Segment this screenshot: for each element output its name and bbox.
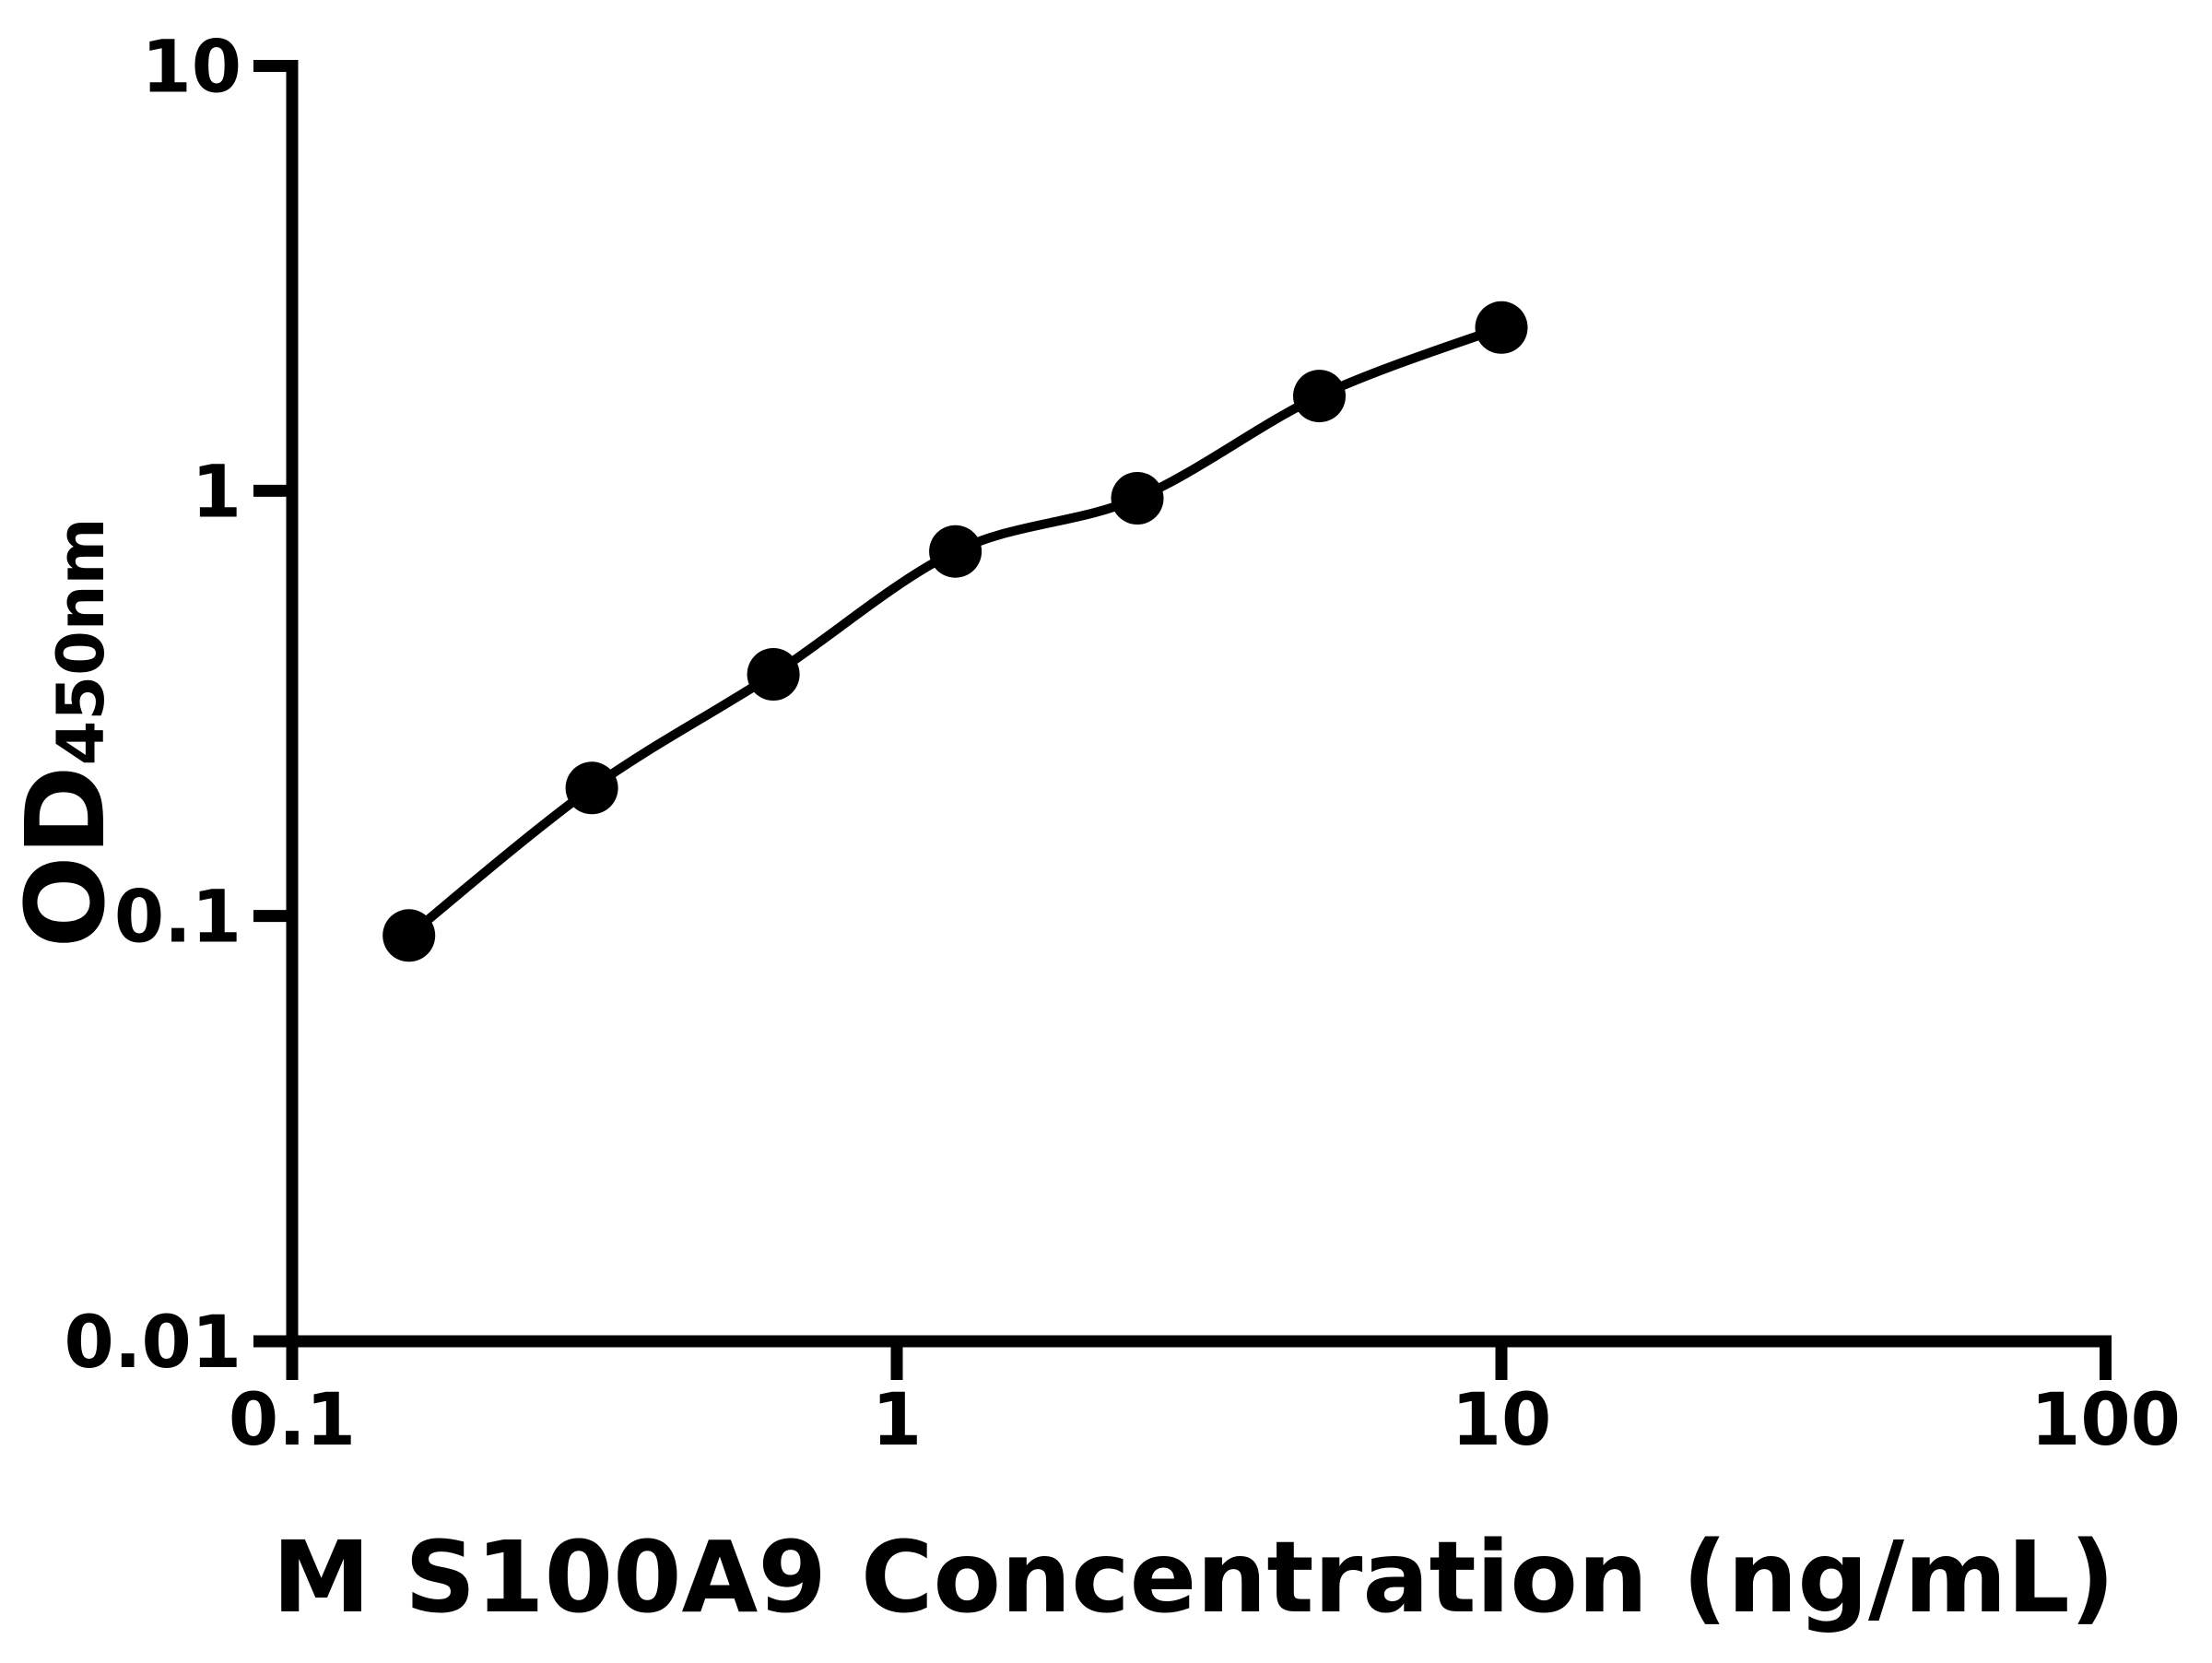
x-tick-label: 10 bbox=[1452, 1379, 1552, 1462]
y-tick-label: 0.1 bbox=[114, 877, 241, 960]
y-axis-title: OD450nm bbox=[2, 517, 129, 948]
y-axis-title-subscript: 450nm bbox=[43, 517, 119, 765]
data-point-dot bbox=[382, 909, 436, 962]
y-tick-label: 0.01 bbox=[65, 1302, 241, 1385]
series-group bbox=[382, 301, 1528, 962]
axes-group bbox=[286, 60, 2112, 1380]
y-tick-label: 1 bbox=[192, 451, 241, 534]
data-point-dot bbox=[929, 525, 982, 578]
x-tick-label: 100 bbox=[2030, 1379, 2181, 1462]
ticks-group bbox=[253, 60, 2112, 1380]
curve-path bbox=[406, 323, 1503, 939]
y-axis-title-main: OD bbox=[2, 765, 129, 948]
data-point-dot bbox=[565, 761, 618, 815]
data-point-dot bbox=[1293, 370, 1346, 423]
data-point-dot bbox=[1475, 301, 1528, 354]
data-point-dot bbox=[1111, 472, 1164, 525]
y-tick-label: 10 bbox=[141, 27, 241, 110]
x-axis-title: M S100A9 Concentration (ng/mL) bbox=[272, 1521, 2114, 1635]
data-point-dot bbox=[747, 648, 800, 701]
x-tick-label: 0.1 bbox=[229, 1379, 356, 1462]
x-tick-label: 1 bbox=[872, 1379, 922, 1462]
